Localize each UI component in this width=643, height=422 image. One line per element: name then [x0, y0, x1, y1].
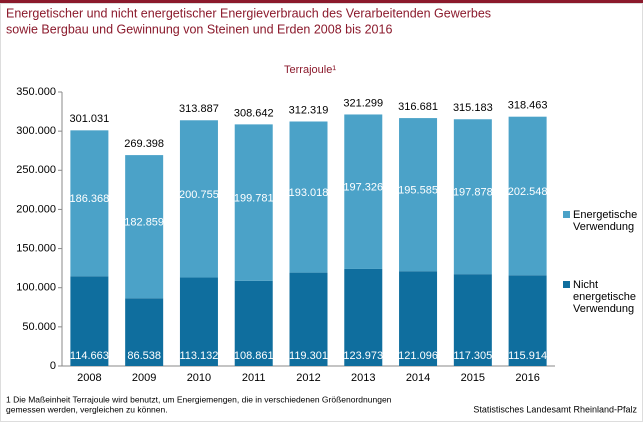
x-tick-label: 2012 — [296, 372, 320, 384]
total-label: 321.299 — [343, 97, 383, 109]
bar-segment — [234, 124, 273, 281]
chart-title: Energetischer und nicht energetischer En… — [6, 6, 491, 20]
y-tick-label: 200.000 — [16, 203, 56, 215]
x-tick-label: 2011 — [242, 372, 266, 384]
bar-segment — [453, 119, 492, 275]
total-label: 313.887 — [179, 103, 219, 115]
y-tick-label: 300.000 — [16, 125, 56, 137]
subtitle: Terrajoule¹ — [284, 64, 336, 76]
x-tick-label: 2009 — [132, 372, 156, 384]
value-label: 121.096 — [398, 350, 438, 362]
value-label: 197.326 — [343, 182, 383, 194]
bar-segment — [70, 130, 109, 277]
total-label: 301.031 — [70, 113, 110, 125]
chart-title: sowie Bergbau und Gewinnung von Steinen … — [6, 22, 392, 36]
footnote: 1 Die Maßeinheit Terrajoule wird benutzt… — [6, 394, 392, 404]
total-label: 312.319 — [289, 104, 329, 116]
bar-segment — [289, 272, 328, 366]
y-tick-label: 100.000 — [16, 282, 56, 294]
bar-segment — [453, 274, 492, 366]
bar-segment — [399, 118, 438, 272]
value-label: 186.368 — [70, 193, 110, 205]
y-tick-label: 250.000 — [16, 164, 56, 176]
bar-segment — [70, 276, 109, 366]
total-label: 318.463 — [508, 100, 548, 112]
x-tick-label: 2016 — [515, 372, 539, 384]
value-label: 113.132 — [179, 350, 218, 362]
total-label: 315.183 — [453, 102, 493, 114]
bar-segment — [399, 271, 438, 366]
footnote: gemessen werden, vergleichen zu können. — [6, 404, 168, 414]
x-tick-label: 2008 — [77, 372, 101, 384]
total-label: 269.398 — [124, 138, 164, 150]
bar-segment — [179, 277, 218, 366]
total-label: 316.681 — [398, 101, 438, 113]
bar-segment — [508, 275, 547, 366]
value-label: 202.548 — [508, 186, 548, 198]
value-label: 123.973 — [343, 350, 383, 362]
x-tick-label: 2015 — [461, 372, 485, 384]
x-tick-label: 2014 — [406, 372, 430, 384]
value-label: 195.585 — [398, 185, 438, 197]
value-label: 193.018 — [289, 187, 329, 199]
value-label: 199.781 — [234, 192, 274, 204]
legend-label: Energetische Verwendung — [573, 209, 637, 233]
bar-segment — [179, 120, 218, 278]
legend-swatch — [563, 281, 570, 288]
value-label: 117.305 — [453, 350, 492, 362]
value-label: 86.538 — [127, 350, 161, 362]
value-label: 182.859 — [124, 217, 164, 229]
bar-segment — [344, 268, 383, 366]
value-label: 119.301 — [289, 350, 328, 362]
legend-label: Nicht energetische Verwendung — [573, 279, 636, 315]
legend-swatch — [563, 211, 570, 218]
x-tick-label: 2010 — [187, 372, 211, 384]
source: Statistisches Landesamt Rheinland-Pfalz — [473, 404, 637, 414]
total-label: 308.642 — [234, 107, 274, 119]
y-tick-label: 150.000 — [16, 242, 56, 254]
bar-segment — [125, 155, 164, 299]
bar-segment — [234, 280, 273, 366]
y-tick-label: 0 — [50, 360, 56, 372]
y-tick-label: 350.000 — [16, 86, 56, 98]
bar-segment — [125, 298, 164, 366]
value-label: 200.755 — [179, 189, 219, 201]
bar-segment — [289, 121, 328, 273]
x-tick-label: 2013 — [351, 372, 375, 384]
value-label: 197.878 — [453, 187, 493, 199]
top-bar — [0, 0, 643, 3]
bar-segment — [344, 114, 383, 269]
bar-segment — [508, 116, 547, 276]
y-tick-label: 50.000 — [22, 321, 56, 333]
value-label: 108.861 — [234, 350, 274, 362]
value-label: 114.663 — [70, 350, 109, 362]
value-label: 115.914 — [508, 350, 547, 362]
